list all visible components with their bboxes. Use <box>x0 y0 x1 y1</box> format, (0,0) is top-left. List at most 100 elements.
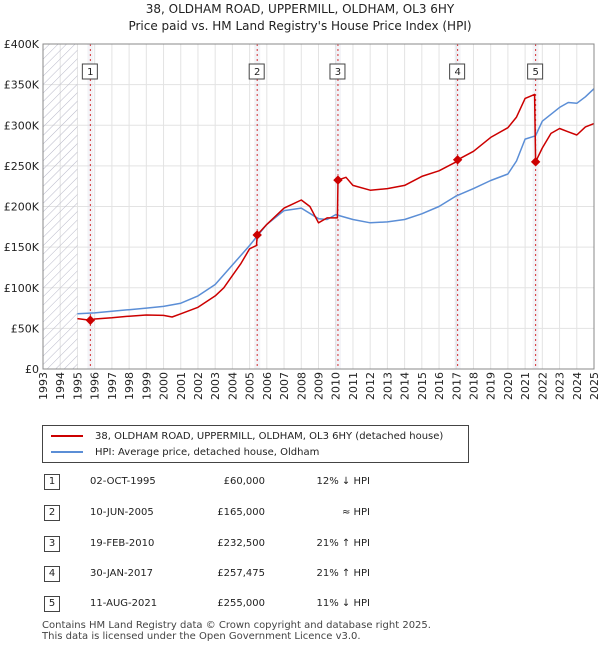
table-row: 4 30-JAN-2017 £257,475 21% ↑ HPI <box>0 566 600 584</box>
x-tick-label: 2019 <box>485 372 498 400</box>
x-tick-label: 2005 <box>244 372 257 400</box>
x-tick-label: 2018 <box>467 372 480 400</box>
table-row: 2 10-JUN-2005 £165,000 ≈ HPI <box>0 505 600 523</box>
sale-price: £165,000 <box>217 507 265 518</box>
sale-band <box>254 44 261 369</box>
sale-badge: 1 <box>44 474 60 490</box>
x-tick-label: 2014 <box>399 372 412 400</box>
sale-number-box <box>329 63 346 80</box>
property-price-line <box>77 93 595 322</box>
sale-price: £255,000 <box>217 598 265 609</box>
table-row: 5 11-AUG-2021 £255,000 11% ↓ HPI <box>0 596 600 614</box>
x-tick-label: 2003 <box>209 372 222 400</box>
table-row: 3 19-FEB-2010 £232,500 21% ↑ HPI <box>0 536 600 554</box>
sale-point <box>530 157 541 167</box>
sale-number-box <box>449 63 466 80</box>
x-tick-label: 2010 <box>330 372 343 400</box>
x-tick-label: 2024 <box>571 372 584 400</box>
sale-point <box>333 175 343 185</box>
x-tick-label: 2013 <box>381 372 394 400</box>
table-row: 1 02-OCT-1995 £60,000 12% ↓ HPI <box>0 474 600 492</box>
sale-badge: 2 <box>44 505 60 521</box>
x-tick-label: 2001 <box>175 372 188 400</box>
sale-point <box>452 155 463 165</box>
sale-badge: 5 <box>44 596 60 612</box>
x-tick-label: 2015 <box>416 372 429 400</box>
x-tick-label: 2009 <box>313 372 326 400</box>
sale-date: 19-FEB-2010 <box>90 538 155 549</box>
chart-legend: 38, OLDHAM ROAD, UPPERMILL, OLDHAM, OL3 … <box>42 425 469 463</box>
footer-licence: This data is licensed under the Open Gov… <box>42 631 361 642</box>
sale-hpi-compare: 11% ↓ HPI <box>316 598 370 609</box>
chart-title: 38, OLDHAM ROAD, UPPERMILL, OLDHAM, OL3 … <box>145 2 455 16</box>
x-tick-label: 1997 <box>106 372 119 400</box>
legend-swatch-hpi <box>51 451 83 453</box>
sale-number-box <box>248 63 265 80</box>
x-tick-label: 1995 <box>71 372 84 400</box>
sale-number-box <box>81 63 98 80</box>
x-tick-label: 2008 <box>295 372 308 400</box>
plot-frame <box>42 43 595 370</box>
footer-copyright: Contains HM Land Registry data © Crown c… <box>42 620 431 631</box>
legend-label-hpi: HPI: Average price, detached house, Oldh… <box>95 446 320 458</box>
sale-date: 11-AUG-2021 <box>90 598 158 609</box>
x-tick-label: 2022 <box>536 372 549 400</box>
x-tick-label: 1993 <box>37 372 50 400</box>
sale-hpi-compare: 12% ↓ HPI <box>316 476 370 487</box>
x-tick-label: 2020 <box>502 372 515 400</box>
y-tick-label: £200K <box>4 201 40 214</box>
sale-number-label: 2 <box>254 67 260 78</box>
legend-swatch-property <box>51 435 83 437</box>
sale-band <box>454 44 461 369</box>
x-tick-label: 1994 <box>54 372 67 400</box>
sale-hpi-compare: 21% ↑ HPI <box>316 568 370 579</box>
sale-date: 10-JUN-2005 <box>90 507 154 518</box>
x-tick-label: 2021 <box>519 372 532 400</box>
x-tick-label: 1999 <box>140 372 153 400</box>
sale-date: 02-OCT-1995 <box>90 476 156 487</box>
sale-number-box <box>527 63 544 80</box>
x-tick-label: 1996 <box>89 372 102 400</box>
y-tick-label: £300K <box>4 119 40 132</box>
sale-hpi-compare: ≈ HPI <box>341 507 370 518</box>
y-tick-label: £0 <box>25 363 39 376</box>
x-tick-label: 1998 <box>123 372 136 400</box>
y-tick-label: £350K <box>4 79 40 92</box>
sale-number-label: 5 <box>532 67 538 78</box>
y-tick-label: £50K <box>11 322 40 335</box>
x-tick-label: 2000 <box>158 372 171 400</box>
sale-band <box>532 44 539 369</box>
sale-hpi-compare: 21% ↑ HPI <box>316 538 370 549</box>
sale-number-label: 1 <box>87 67 93 78</box>
sale-point <box>252 230 262 240</box>
y-tick-label: £150K <box>4 241 40 254</box>
price-chart: £0 £50K £100K £150K £200K £250K £300K £350K £400… <box>4 38 600 400</box>
sale-badge: 4 <box>44 566 60 582</box>
x-tick-label: 2002 <box>192 372 205 400</box>
legend-item-property: 38, OLDHAM ROAD, UPPERMILL, OLDHAM, OL3 … <box>51 429 443 443</box>
sale-number-label: 3 <box>335 67 341 78</box>
sale-price: £232,500 <box>217 538 265 549</box>
x-tick-label: 2012 <box>364 372 377 400</box>
pre-data-hatch <box>43 44 78 369</box>
x-tick-label: 2004 <box>226 372 239 400</box>
sale-price: £257,475 <box>217 568 265 579</box>
chart-subtitle: Price paid vs. HM Land Registry's House … <box>128 19 472 33</box>
sale-band <box>87 44 94 369</box>
sale-date: 30-JAN-2017 <box>90 568 154 579</box>
legend-item-hpi: HPI: Average price, detached house, Oldh… <box>51 445 319 459</box>
x-tick-label: 2017 <box>450 372 463 400</box>
legend-label-property: 38, OLDHAM ROAD, UPPERMILL, OLDHAM, OL3 … <box>95 430 444 442</box>
y-tick-label: £400K <box>4 38 40 51</box>
sale-point <box>85 315 96 325</box>
x-tick-label: 2011 <box>347 372 360 400</box>
x-tick-label: 2025 <box>588 372 600 400</box>
x-tick-label: 2016 <box>433 372 446 400</box>
x-tick-label: 2007 <box>278 372 291 400</box>
x-tick-label: 2023 <box>554 372 567 400</box>
sale-badge: 3 <box>44 536 60 552</box>
sale-number-label: 4 <box>454 67 460 78</box>
x-tick-label: 2006 <box>261 372 274 400</box>
y-tick-label: £250K <box>4 160 40 173</box>
sale-price: £60,000 <box>223 476 265 487</box>
